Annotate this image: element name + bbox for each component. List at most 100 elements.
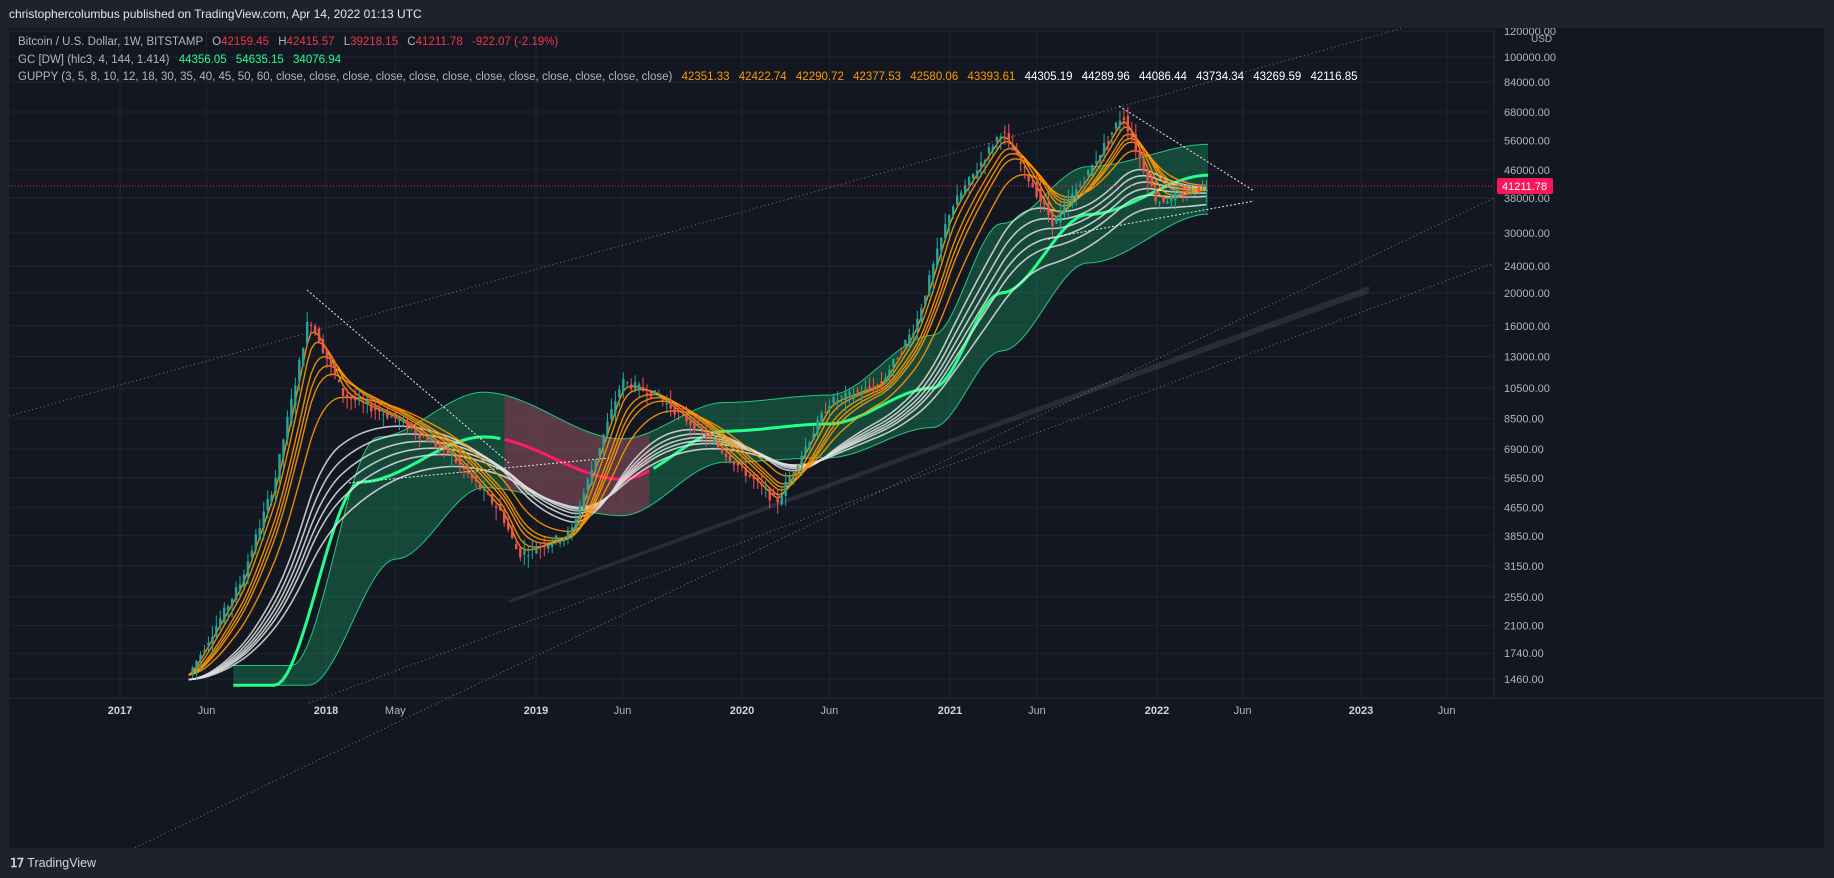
legend-change: -922.07 (-2.19%)	[471, 36, 559, 48]
candle-body	[1015, 150, 1018, 154]
candle-body	[912, 333, 915, 338]
y-unit-label: USD	[1531, 34, 1552, 45]
legend-gc-row[interactable]: GC [DW] (hlc3, 4, 144, 1.414) 44356.05 5…	[18, 52, 1358, 70]
legend-guppy-long: 44289.96	[1081, 71, 1130, 83]
x-tick-label: Jun	[198, 705, 216, 717]
candle-body	[1201, 186, 1204, 188]
candle-body	[756, 478, 759, 481]
candle-body	[868, 386, 871, 388]
candle-body	[796, 466, 799, 468]
x-tick-label: 2023	[1349, 705, 1373, 717]
candle-body	[586, 479, 589, 491]
candle-body	[578, 505, 582, 516]
candle-body	[543, 545, 546, 548]
candle-body	[286, 416, 289, 440]
tradingview-brand[interactable]: 𝟣𝟩 TradingView	[10, 856, 96, 870]
candle-body	[828, 405, 831, 410]
candle-body	[438, 442, 441, 448]
legend-symbol-row[interactable]: Bitcoin / U.S. Dollar, 1W, BITSTAMP O421…	[18, 36, 559, 48]
candle-body	[562, 537, 566, 542]
candle-body	[768, 487, 771, 501]
candle-body	[1083, 182, 1086, 186]
legend-guppy-row[interactable]: GUPPY (3, 5, 8, 10, 12, 18, 30, 35, 40, …	[18, 69, 1358, 87]
candle-body	[207, 642, 210, 646]
guppy-long-ema	[188, 174, 1207, 681]
guppy-long-ema	[188, 194, 1207, 681]
candle-body	[626, 382, 629, 384]
guppy-long-ema	[188, 203, 1207, 681]
candle-body	[610, 409, 613, 420]
candle-body	[963, 185, 967, 194]
candle-body	[629, 384, 633, 389]
x-tick-label: 2020	[730, 705, 754, 717]
candle-body	[374, 406, 377, 411]
candle-body	[736, 463, 740, 466]
x-tick-label: Jun	[1234, 705, 1252, 717]
candle-body	[653, 390, 657, 395]
y-axis[interactable]: 120000.00 100000.00 84000.00 68000.00 56000.…	[1493, 28, 1556, 698]
candle-body	[219, 618, 222, 627]
channel-line	[9, 28, 1405, 417]
legend-guppy-label: GUPPY (3, 5, 8, 10, 12, 18, 30, 35, 40, …	[18, 71, 673, 83]
candle-body	[967, 176, 971, 186]
candle-body	[430, 440, 433, 443]
candle-body	[386, 411, 389, 418]
projection-zone	[509, 286, 1369, 603]
candle-body	[1193, 193, 1197, 196]
candle-body	[732, 461, 736, 465]
candle-body	[637, 384, 641, 389]
legend-gc-value: 54635.15	[235, 53, 284, 66]
legend-high: 42415.57	[286, 36, 335, 48]
legend-low: 39218.15	[350, 36, 399, 48]
candle-body	[1031, 183, 1034, 188]
candle-body	[298, 359, 301, 381]
candle-body	[494, 506, 498, 509]
candle-body	[804, 446, 807, 454]
legend-guppy-short: 42351.33	[681, 71, 730, 83]
candle-body	[820, 412, 823, 423]
candle-body	[800, 455, 803, 466]
legend-open: 42159.45	[221, 36, 270, 48]
candle-body	[366, 401, 369, 404]
candle-body	[1170, 194, 1173, 202]
x-axis[interactable]: 2017 Jun 2018 May 2019 Jun 2020 Jun 2021 Jun 2022 J…	[9, 697, 1824, 717]
candle-body	[852, 395, 855, 400]
candle-body	[199, 654, 202, 661]
candle-body	[1189, 189, 1193, 191]
candle-body	[1007, 132, 1010, 140]
candle-body	[948, 215, 951, 226]
candle-body	[266, 499, 269, 511]
x-tick-label: Jun	[614, 705, 632, 717]
candle-body	[282, 439, 285, 458]
y-tick-label: 16000.00	[1504, 321, 1550, 333]
drawn-trendline	[306, 289, 510, 464]
candle-body	[274, 477, 277, 494]
candle-body	[1051, 211, 1054, 226]
candle-body	[983, 160, 987, 164]
trend-channel-lines	[9, 28, 1495, 848]
candle-body	[362, 402, 365, 404]
candle-body	[394, 412, 397, 419]
y-tick-label: 24000.00	[1504, 261, 1550, 273]
candle-body	[1102, 142, 1106, 155]
candle-body	[531, 546, 534, 548]
candle-body	[784, 481, 787, 497]
candle-body	[1019, 161, 1022, 164]
candle-body	[1166, 201, 1169, 204]
gaussian-upper-line	[233, 143, 1208, 666]
candle-body	[195, 660, 198, 669]
chart-pane[interactable]: 120000.00 100000.00 84000.00 68000.00 56000.…	[9, 28, 1824, 848]
candle-body	[246, 561, 250, 577]
candle-body	[971, 173, 975, 178]
candle-body	[598, 447, 601, 456]
candle-body	[357, 398, 361, 401]
candle-body	[602, 434, 605, 447]
candle-body	[649, 390, 653, 398]
candle-body	[776, 497, 779, 503]
chart-svg[interactable]: 120000.00 100000.00 84000.00 68000.00 56000.…	[9, 28, 1824, 848]
candle-body	[975, 170, 979, 178]
candle-body	[876, 384, 879, 386]
candle-body	[1039, 188, 1042, 202]
candle-body	[242, 574, 246, 587]
y-tick-label: 3850.00	[1504, 531, 1544, 543]
